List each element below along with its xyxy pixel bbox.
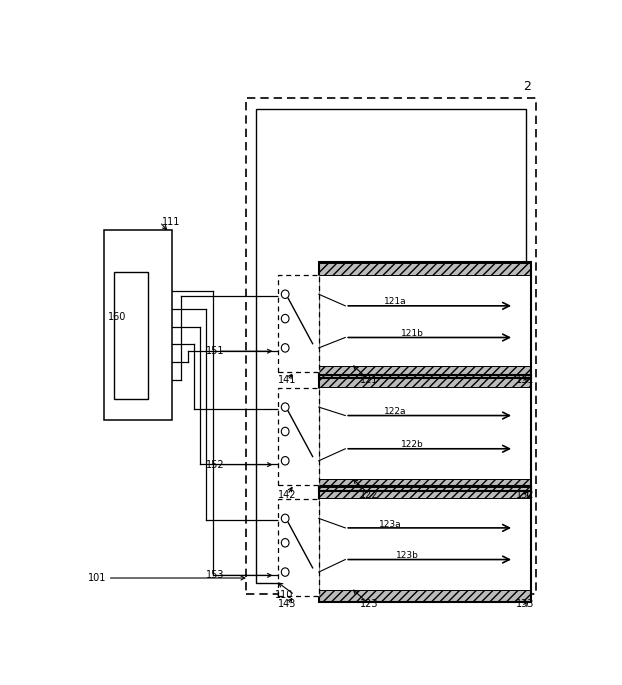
Text: 132: 132 (516, 490, 535, 499)
Bar (319, 366, 531, 377)
Bar (319, 262, 531, 377)
Text: 101: 101 (88, 573, 107, 583)
Bar (319, 375, 531, 491)
Text: 122: 122 (360, 490, 378, 499)
Bar (319, 387, 531, 480)
Circle shape (281, 514, 289, 523)
Bar (319, 275, 531, 366)
Text: 121a: 121a (384, 297, 406, 306)
Bar (319, 499, 531, 590)
Bar (278, 499, 318, 597)
Bar (319, 479, 531, 491)
Bar (319, 486, 531, 601)
Circle shape (281, 344, 289, 352)
Text: 121b: 121b (401, 329, 424, 338)
Text: 2: 2 (523, 79, 531, 92)
Text: 123a: 123a (379, 520, 402, 529)
Text: 133: 133 (516, 599, 535, 610)
Text: 111: 111 (162, 217, 180, 227)
Circle shape (281, 427, 289, 436)
Circle shape (281, 538, 289, 547)
Bar (319, 263, 531, 275)
Circle shape (281, 568, 289, 576)
Text: 123: 123 (360, 599, 378, 610)
Bar (246, 98, 536, 594)
Circle shape (281, 457, 289, 465)
Text: 142: 142 (278, 490, 296, 499)
Text: 123b: 123b (396, 551, 419, 560)
Text: 122b: 122b (401, 440, 424, 449)
Bar (319, 375, 531, 387)
Text: 152: 152 (205, 460, 224, 470)
Text: 131: 131 (516, 375, 535, 385)
Text: 153: 153 (205, 571, 224, 580)
Text: 160: 160 (108, 312, 126, 322)
Text: 110: 110 (276, 590, 294, 600)
Circle shape (281, 403, 289, 411)
Text: 122a: 122a (384, 408, 406, 416)
Bar (278, 275, 318, 373)
Circle shape (281, 290, 289, 299)
Bar (104, 230, 172, 420)
Text: 151: 151 (205, 346, 224, 356)
Bar (319, 590, 531, 601)
Bar (319, 487, 531, 499)
Text: 121: 121 (360, 375, 378, 385)
Bar (256, 109, 526, 584)
Text: 141: 141 (278, 375, 296, 385)
Text: 143: 143 (278, 599, 296, 610)
Circle shape (281, 314, 289, 323)
Bar (114, 272, 147, 399)
Bar (278, 388, 318, 485)
